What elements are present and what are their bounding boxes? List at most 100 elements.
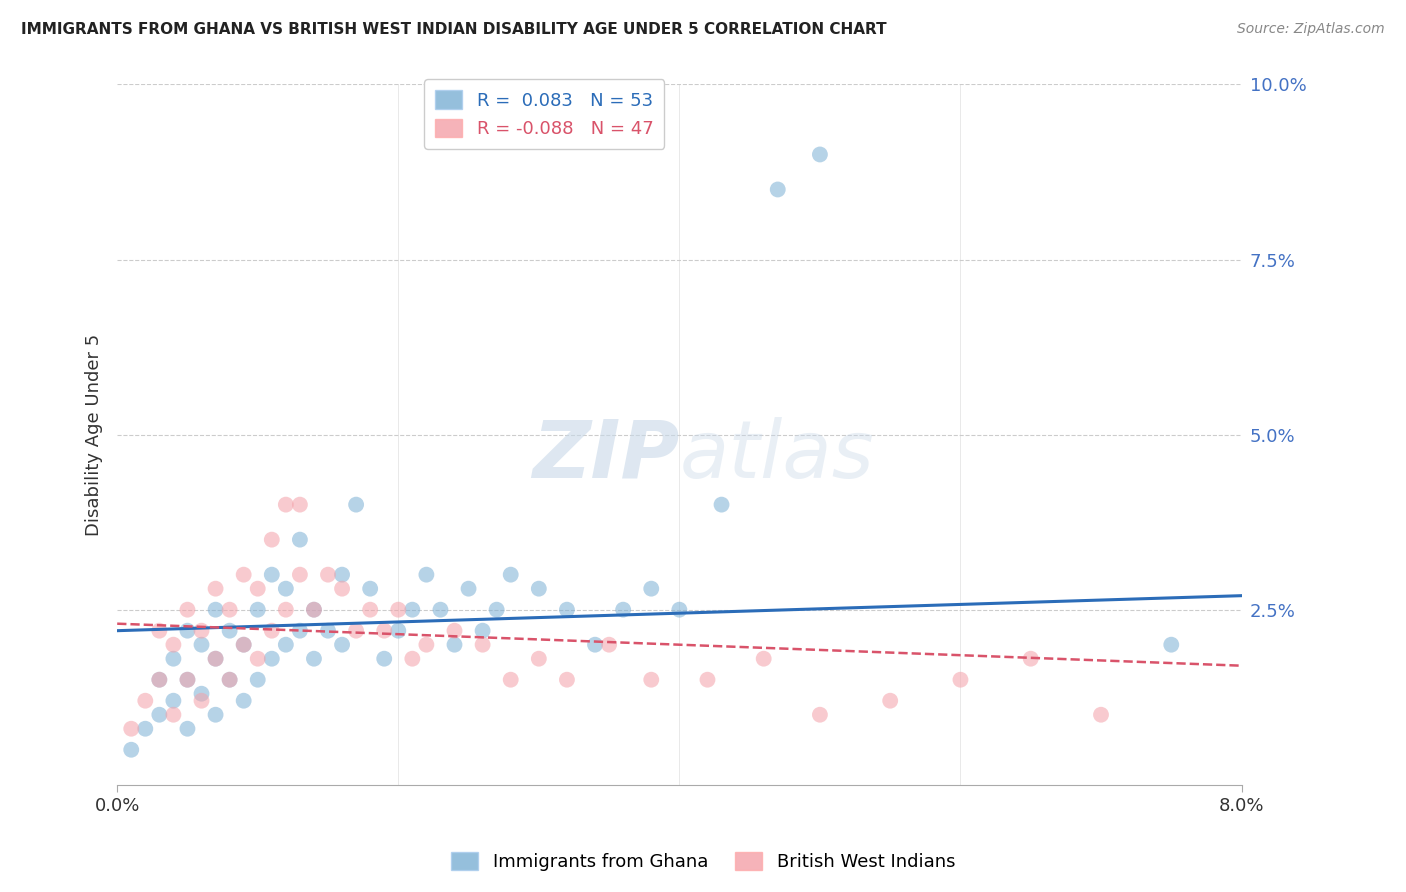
Point — [752, 651, 775, 665]
Point — [415, 567, 437, 582]
Point — [162, 694, 184, 708]
Point — [204, 602, 226, 616]
Point — [190, 638, 212, 652]
Point — [471, 624, 494, 638]
Point — [949, 673, 972, 687]
Point — [808, 147, 831, 161]
Point — [288, 624, 311, 638]
Point — [808, 707, 831, 722]
Point — [218, 624, 240, 638]
Point — [274, 638, 297, 652]
Point — [359, 582, 381, 596]
Point — [190, 687, 212, 701]
Point — [162, 638, 184, 652]
Point — [204, 707, 226, 722]
Point — [204, 651, 226, 665]
Point — [471, 638, 494, 652]
Point — [443, 624, 465, 638]
Point — [176, 673, 198, 687]
Point — [176, 673, 198, 687]
Point — [162, 651, 184, 665]
Legend: Immigrants from Ghana, British West Indians: Immigrants from Ghana, British West Indi… — [444, 845, 962, 879]
Point — [148, 673, 170, 687]
Y-axis label: Disability Age Under 5: Disability Age Under 5 — [86, 334, 103, 536]
Point — [260, 567, 283, 582]
Point — [148, 707, 170, 722]
Point — [302, 651, 325, 665]
Point — [499, 567, 522, 582]
Point — [302, 602, 325, 616]
Point — [443, 638, 465, 652]
Point — [260, 624, 283, 638]
Point — [218, 602, 240, 616]
Text: Source: ZipAtlas.com: Source: ZipAtlas.com — [1237, 22, 1385, 37]
Text: IMMIGRANTS FROM GHANA VS BRITISH WEST INDIAN DISABILITY AGE UNDER 5 CORRELATION : IMMIGRANTS FROM GHANA VS BRITISH WEST IN… — [21, 22, 887, 37]
Point — [612, 602, 634, 616]
Point — [527, 651, 550, 665]
Point — [359, 602, 381, 616]
Point — [583, 638, 606, 652]
Point — [288, 498, 311, 512]
Point — [387, 602, 409, 616]
Point — [373, 624, 395, 638]
Point — [120, 743, 142, 757]
Point — [457, 582, 479, 596]
Point — [260, 533, 283, 547]
Point — [1019, 651, 1042, 665]
Point — [232, 567, 254, 582]
Point — [555, 673, 578, 687]
Point — [274, 582, 297, 596]
Point — [134, 722, 156, 736]
Point — [1090, 707, 1112, 722]
Point — [710, 498, 733, 512]
Point — [260, 651, 283, 665]
Point — [316, 567, 339, 582]
Point — [527, 582, 550, 596]
Point — [204, 651, 226, 665]
Point — [429, 602, 451, 616]
Point — [415, 638, 437, 652]
Point — [344, 498, 367, 512]
Point — [485, 602, 508, 616]
Text: atlas: atlas — [679, 417, 875, 494]
Point — [148, 673, 170, 687]
Point — [879, 694, 901, 708]
Point — [274, 498, 297, 512]
Point — [246, 651, 269, 665]
Point — [232, 638, 254, 652]
Point — [373, 651, 395, 665]
Point — [246, 582, 269, 596]
Point — [499, 673, 522, 687]
Point — [766, 182, 789, 196]
Point — [232, 694, 254, 708]
Point — [190, 624, 212, 638]
Point — [668, 602, 690, 616]
Point — [696, 673, 718, 687]
Point — [274, 602, 297, 616]
Point — [330, 638, 353, 652]
Point — [176, 722, 198, 736]
Point — [148, 624, 170, 638]
Point — [640, 582, 662, 596]
Point — [288, 567, 311, 582]
Point — [401, 602, 423, 616]
Point — [204, 582, 226, 596]
Point — [232, 638, 254, 652]
Point — [218, 673, 240, 687]
Point — [190, 694, 212, 708]
Point — [302, 602, 325, 616]
Point — [120, 722, 142, 736]
Point — [162, 707, 184, 722]
Point — [387, 624, 409, 638]
Point — [330, 567, 353, 582]
Point — [640, 673, 662, 687]
Point — [176, 624, 198, 638]
Point — [330, 582, 353, 596]
Point — [134, 694, 156, 708]
Point — [246, 673, 269, 687]
Point — [316, 624, 339, 638]
Text: ZIP: ZIP — [531, 417, 679, 494]
Point — [598, 638, 620, 652]
Point — [176, 602, 198, 616]
Point — [218, 673, 240, 687]
